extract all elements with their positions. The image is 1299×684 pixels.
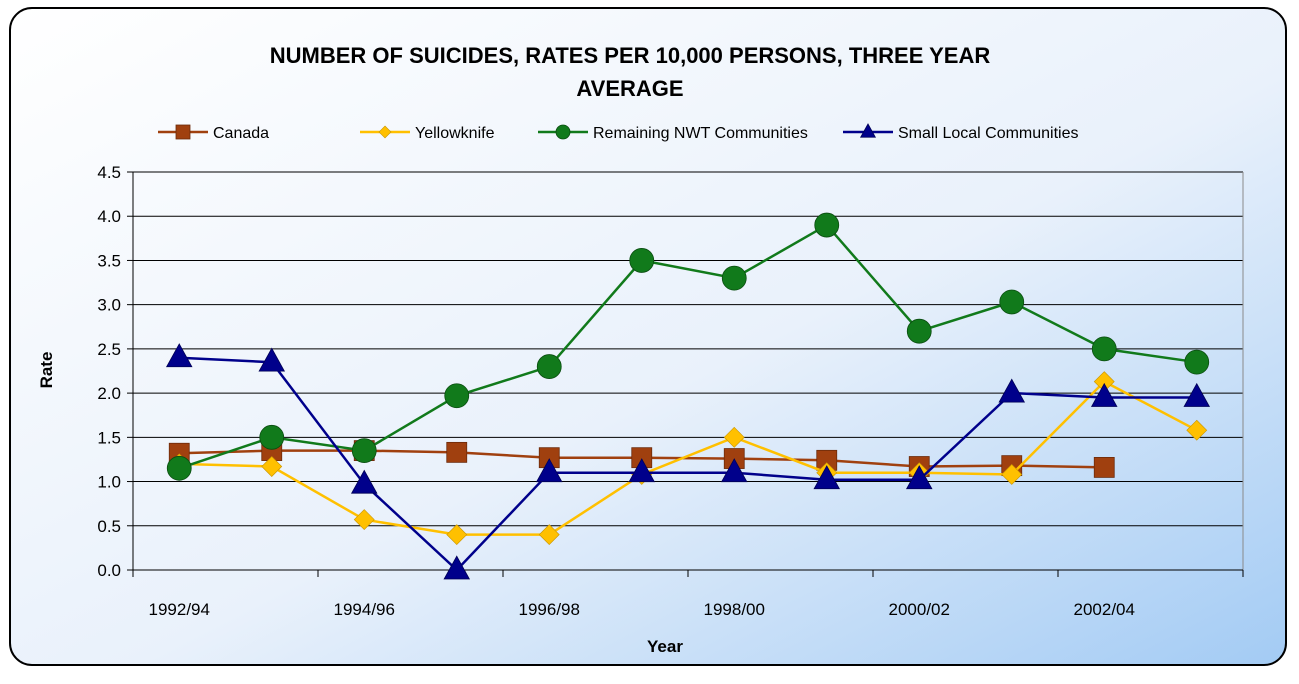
- data-point: [538, 524, 560, 546]
- legend-label: Small Local Communities: [898, 125, 1079, 142]
- data-point: [443, 555, 471, 580]
- series-3: [165, 343, 1211, 580]
- legend-entry: Small Local Communities: [843, 123, 1079, 142]
- data-point: [723, 426, 745, 448]
- series-line: [178, 223, 1197, 470]
- y-axis: 0.0 0.5 1.0 1.5 2.0 2.5 3.0 3.5 4.0 4.5: [97, 163, 134, 580]
- y-tick-label: 3.0: [97, 296, 121, 315]
- legend-entry: Remaining NWT Communities: [538, 124, 808, 142]
- data-point: [446, 524, 468, 546]
- x-axis: 1992/94 1994/96 1996/98 1998/00 2000/02 2002/…: [132, 569, 1244, 619]
- legend-label: Yellowknife: [415, 125, 495, 142]
- data-point: [261, 456, 283, 477]
- y-tick-label: 0.0: [97, 561, 121, 580]
- data-point: [905, 465, 933, 490]
- chart-title-line-2: AVERAGE: [576, 76, 683, 101]
- x-tick-label: 2000/02: [889, 600, 950, 619]
- legend-marker: [378, 125, 392, 139]
- series-line: [179, 356, 1197, 572]
- x-tick-label: 1998/00: [704, 600, 765, 619]
- x-tick-label: 1994/96: [334, 600, 395, 619]
- data-point: [166, 455, 192, 481]
- legend-marker: [555, 124, 571, 140]
- x-axis-title: Year: [647, 637, 683, 656]
- data-point: [1184, 349, 1210, 375]
- data-point: [906, 318, 932, 344]
- y-tick-label: 3.5: [97, 251, 121, 270]
- series-group: [165, 212, 1211, 580]
- data-point: [998, 378, 1026, 403]
- x-tick-label: 2002/04: [1074, 600, 1135, 619]
- data-point: [999, 289, 1025, 315]
- data-point: [1001, 464, 1023, 485]
- legend-entry: Canada: [158, 124, 269, 142]
- data-point: [446, 441, 468, 463]
- data-point: [258, 347, 286, 372]
- data-point: [1090, 382, 1118, 407]
- data-point: [259, 424, 285, 450]
- data-point: [720, 458, 748, 483]
- gridlines: [133, 171, 1244, 570]
- y-tick-label: 2.0: [97, 384, 121, 403]
- legend: Canada Yellowknife Remaining NWT Communiti…: [158, 123, 1079, 142]
- data-point: [1183, 382, 1211, 407]
- series-1: [168, 371, 1208, 546]
- legend-entry: Yellowknife: [360, 125, 495, 142]
- series-line: [179, 380, 1198, 536]
- y-tick-label: 0.5: [97, 517, 121, 536]
- y-tick-label: 4.5: [97, 163, 121, 182]
- data-point: [350, 469, 378, 494]
- data-point: [1093, 457, 1115, 478]
- data-point: [814, 212, 840, 238]
- data-point: [629, 248, 655, 273]
- data-point: [444, 383, 470, 409]
- data-point: [165, 343, 193, 368]
- data-point: [628, 458, 656, 483]
- y-axis-title: Rate: [37, 352, 56, 389]
- y-tick-label: 2.5: [97, 340, 121, 359]
- data-point: [351, 438, 377, 464]
- legend-label: Canada: [213, 125, 269, 142]
- y-tick-label: 4.0: [97, 207, 121, 226]
- y-tick-label: 1.0: [97, 473, 121, 492]
- y-tick-label: 1.5: [97, 428, 121, 447]
- data-point: [813, 465, 841, 490]
- data-point: [721, 265, 747, 291]
- chart-border: [9, 7, 1287, 666]
- data-point: [353, 509, 375, 531]
- x-tick-label: 1996/98: [519, 600, 580, 619]
- series-2: [166, 212, 1210, 481]
- data-point: [1186, 419, 1208, 441]
- data-point: [535, 458, 563, 483]
- data-point: [536, 354, 562, 379]
- legend-marker: [859, 123, 877, 138]
- chart-title-line-1: NUMBER OF SUICIDES, RATES PER 10,000 PER…: [270, 43, 991, 68]
- data-point: [1091, 336, 1117, 362]
- legend-label: Remaining NWT Communities: [593, 125, 808, 142]
- x-tick-label: 1992/94: [149, 600, 210, 619]
- legend-marker: [175, 124, 191, 140]
